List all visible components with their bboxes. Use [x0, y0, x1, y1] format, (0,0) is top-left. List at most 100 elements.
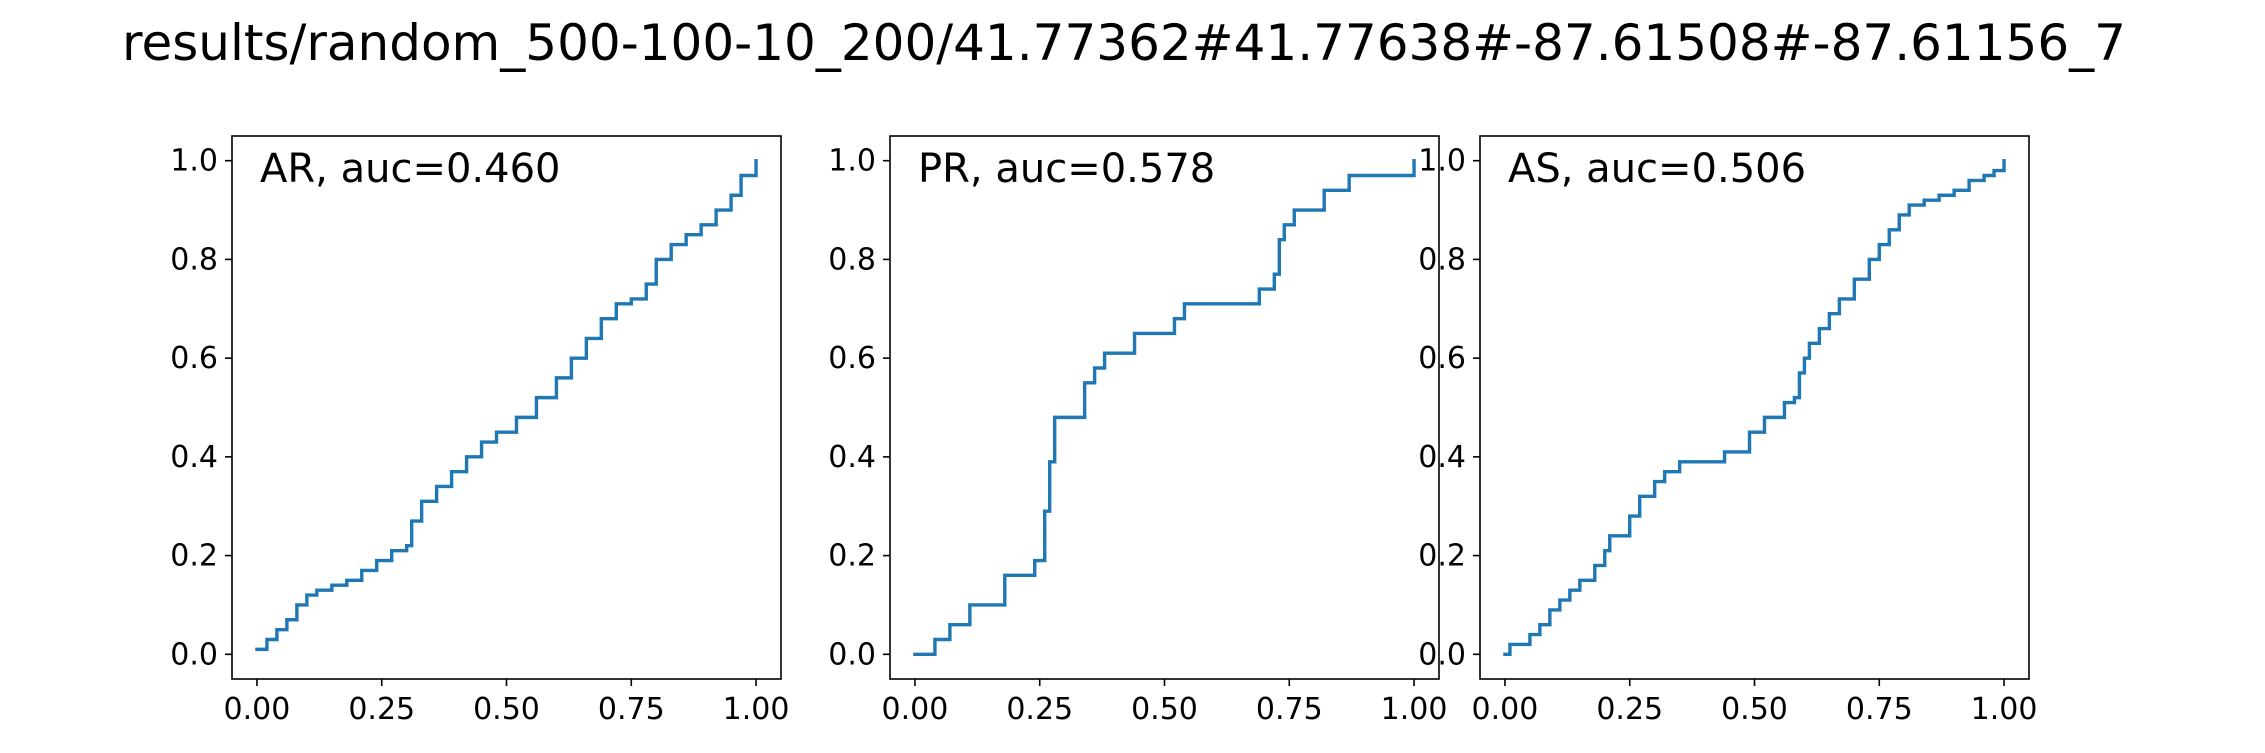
as-data-point	[1549, 609, 1551, 611]
pr-data-point	[1093, 367, 1096, 369]
subplot-pr: 0.00 0.25 0.50 0.75 1.00 0.0 0.2 0.4 0.6 0.8 1.0 PR…	[828, 135, 1447, 727]
pr-panel-title: PR, auc=0.578	[918, 146, 1215, 192]
pr-data-point	[1283, 224, 1286, 226]
pr-data-point	[1003, 574, 1006, 577]
pr-x-tick-label: 0.00	[882, 692, 949, 727]
ar-data-point	[276, 628, 278, 631]
ar-x-tick-label: 0.25	[348, 692, 415, 727]
as-data-point	[1783, 401, 1786, 404]
pr-data-point	[1103, 352, 1106, 355]
as-y-tick-label: 0.6	[1418, 341, 1466, 376]
as-data-point	[1603, 549, 1606, 552]
ar-data-point	[450, 470, 453, 473]
ar-y-tick-label: 0.0	[170, 637, 218, 672]
as-data-point	[1898, 214, 1901, 216]
ar-data-point	[480, 441, 483, 443]
pr-y-tick-label: 1.0	[828, 144, 876, 179]
ar-data-point	[685, 233, 687, 236]
ar-data-point	[700, 224, 702, 226]
pr-data-point	[949, 623, 951, 626]
ar-y-tick-label: 0.6	[170, 341, 218, 376]
pr-data-point	[1133, 332, 1136, 335]
ar-data-point	[715, 209, 717, 211]
panels: 0.00 0.25 0.50 0.75 1.00 0.0 0.2 0.4 0.6 0.8 1.0 AR…	[170, 135, 2038, 727]
as-x-tick-label: 0.50	[1721, 692, 1788, 727]
as-data-point	[1908, 204, 1911, 206]
as-data-point	[1504, 653, 1506, 656]
as-y-tick-label: 0.8	[1418, 242, 1466, 277]
ar-x-tick-label: 0.75	[598, 692, 665, 727]
pr-data-point	[1293, 209, 1296, 211]
pr-data-point	[1323, 189, 1326, 192]
as-data-point	[1608, 535, 1611, 537]
ar-data-point	[465, 456, 468, 458]
as-data-point	[1798, 372, 1801, 374]
as-data-point	[1529, 633, 1531, 636]
pr-data-point	[1053, 416, 1056, 419]
ar-data-point	[755, 159, 757, 162]
as-data-point	[1663, 470, 1666, 473]
as-y-tick-label: 0.4	[1418, 440, 1466, 475]
as-x-tick-label: 1.00	[1971, 692, 2038, 727]
pr-data-point	[1348, 174, 1350, 177]
pr-data-point	[1258, 288, 1261, 290]
as-data-point	[1763, 416, 1766, 419]
as-data-point	[1828, 312, 1831, 315]
as-data-point	[1793, 396, 1796, 399]
ar-data-point	[730, 194, 732, 197]
ar-x-tick-label: 1.00	[723, 692, 790, 727]
ar-data-point	[405, 544, 408, 547]
as-data-point	[1569, 589, 1571, 591]
as-data-point	[1853, 278, 1856, 280]
pr-data-point	[1083, 382, 1086, 384]
as-panel-title: AS, auc=0.506	[1508, 146, 1806, 192]
as-data-point	[1803, 357, 1806, 359]
ar-data-point	[435, 485, 438, 488]
pr-data-point	[969, 604, 971, 606]
pr-x-tick-label: 0.75	[1256, 692, 1323, 727]
as-y-tick-label: 0.0	[1418, 637, 1466, 672]
ar-y-tick-label: 0.4	[170, 440, 218, 475]
ar-data-point	[515, 416, 518, 419]
ar-data-point	[345, 579, 348, 582]
ar-panel-title: AR, auc=0.460	[260, 146, 560, 192]
as-x-tick-label: 0.25	[1596, 692, 1663, 727]
ar-data-point	[266, 638, 268, 641]
as-data-point	[1653, 480, 1656, 483]
as-data-point	[1723, 451, 1726, 453]
ar-y-tick-label: 0.8	[170, 242, 218, 277]
ar-data-point	[360, 569, 363, 572]
pr-x-tick-label: 0.50	[1131, 692, 1198, 727]
pr-x-tick-label: 0.25	[1006, 692, 1073, 727]
ar-x-tick-label: 0.00	[224, 692, 291, 727]
ar-y-tick-label: 1.0	[170, 144, 218, 179]
ar-data-point	[410, 520, 413, 522]
ar-data-point	[256, 648, 258, 651]
pr-y-tick-label: 0.6	[828, 341, 876, 376]
as-data-point	[1539, 623, 1541, 626]
pr-data-point	[1173, 317, 1176, 320]
subplot-ar: 0.00 0.25 0.50 0.75 1.00 0.0 0.2 0.4 0.6 0.8 1.0 AR…	[170, 135, 790, 727]
as-data-point	[1628, 515, 1631, 517]
as-data-point	[1888, 228, 1891, 231]
as-x-tick-label: 0.00	[1472, 692, 1539, 727]
ar-y-tick-label: 0.2	[170, 539, 218, 574]
pr-data-point	[1033, 559, 1036, 562]
as-data-point	[1748, 431, 1751, 433]
ar-data-point	[555, 377, 558, 379]
pr-data-point	[1278, 238, 1281, 241]
ar-data-point	[630, 298, 633, 300]
ar-data-point	[420, 500, 423, 503]
ar-data-point	[331, 584, 333, 587]
ar-data-point	[316, 589, 318, 591]
ar-data-point	[535, 396, 538, 399]
ar-data-point	[306, 594, 308, 596]
pr-data-point	[1043, 510, 1046, 512]
as-data-point	[2003, 159, 2005, 162]
pr-data-point	[934, 638, 936, 641]
ar-data-point	[296, 604, 298, 606]
as-data-point	[1579, 579, 1581, 582]
as-series-line-0	[1503, 158, 2006, 657]
ar-data-point	[670, 243, 672, 246]
